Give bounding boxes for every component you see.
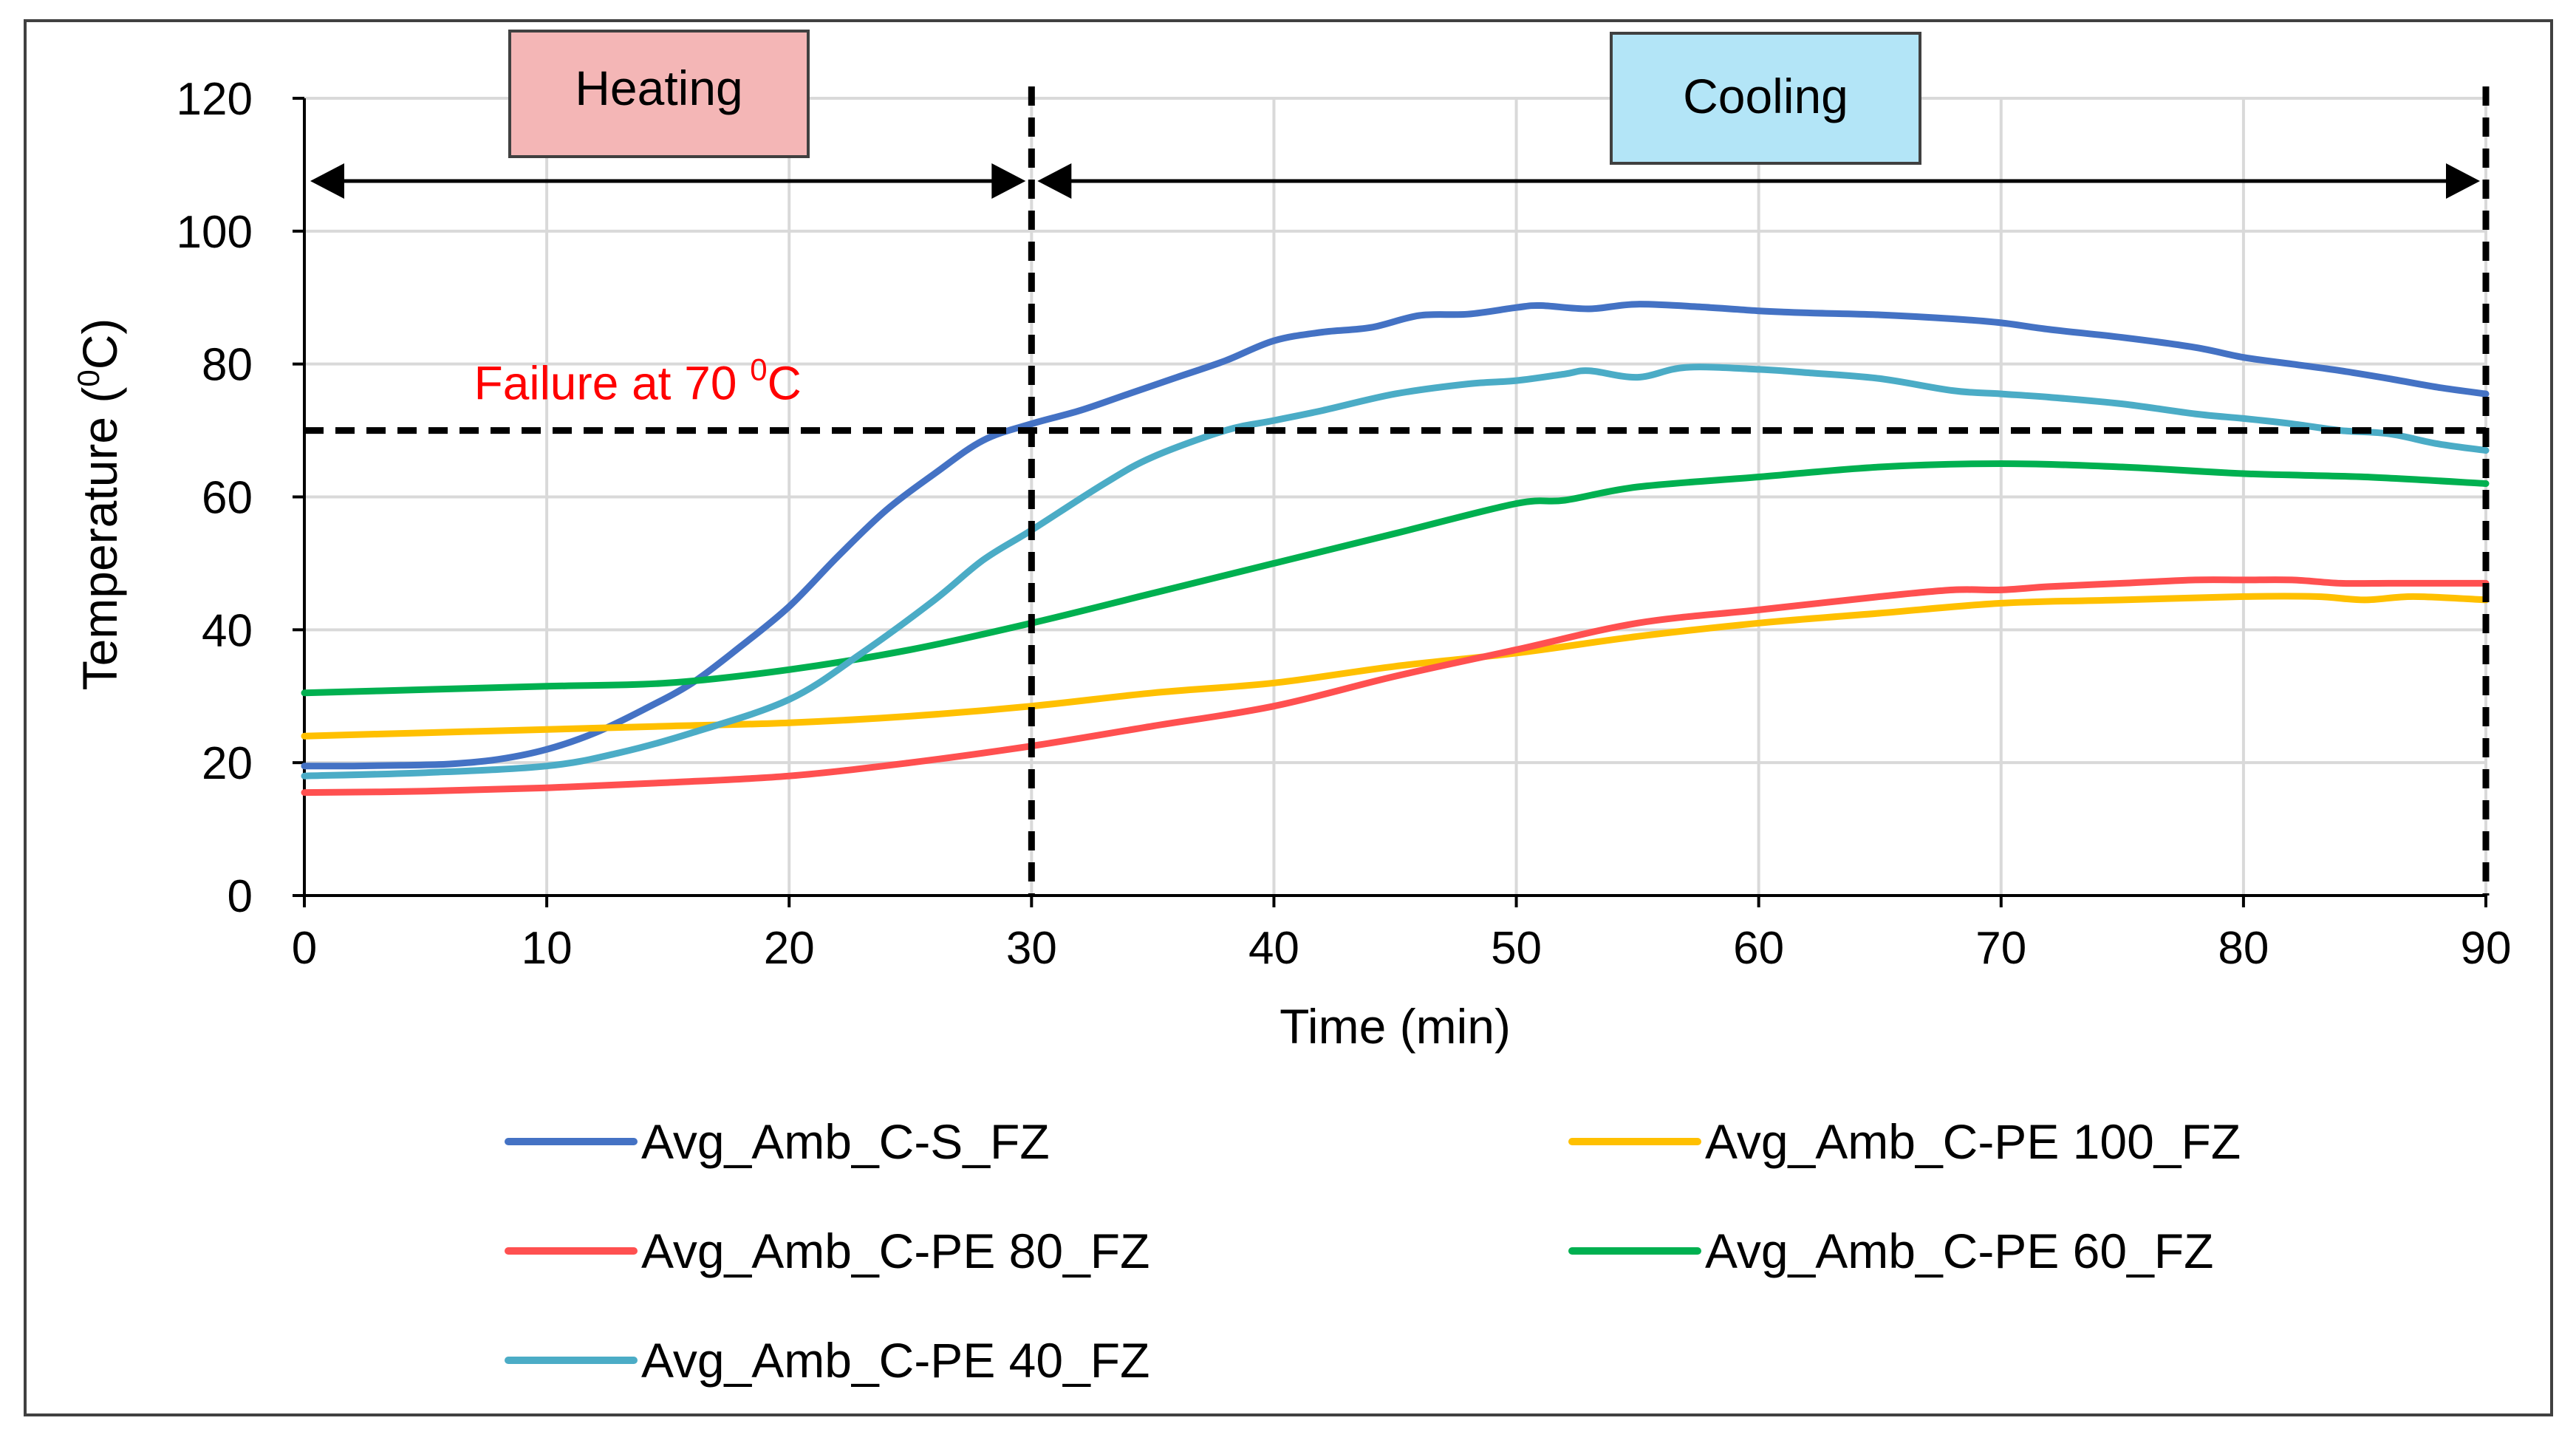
- y-axis-title-superscript: 0: [71, 369, 106, 386]
- reference-lines: Failure at 70 0C: [304, 86, 2490, 896]
- y-tick-label-60: 60: [202, 473, 253, 524]
- phase-label-1: Cooling: [1683, 69, 1848, 123]
- y-tick-label-0: 0: [228, 871, 253, 922]
- gridlines: [304, 97, 2487, 896]
- legend: Avg_Amb_C-S_FZ Avg_Amb_C-PE 100_FZ Avg_Amb…: [505, 1114, 2241, 1388]
- failure-annotation-superscript: 0: [750, 352, 767, 387]
- series-line-2: [301, 576, 2490, 797]
- series-line-4: [301, 364, 2490, 780]
- x-tick-label-30: 30: [1006, 923, 1057, 974]
- x-tick-label-80: 80: [2218, 923, 2269, 974]
- phase-box-1: [1610, 32, 1921, 165]
- phase-label-0: Heating: [575, 61, 743, 115]
- x-tick-label-0: 0: [292, 923, 317, 974]
- failure-annotation: Failure at 70 0C: [474, 352, 802, 410]
- axes: 0 20 40 60 80 100 120 0 10 20 30 40 50 60 70 80 90: [177, 74, 2512, 974]
- phase-annotations: Heating Cooling: [310, 30, 2480, 199]
- series-line-3: [301, 460, 2490, 697]
- y-tick-label-100: 100: [177, 207, 253, 258]
- phase-arrow-head-left-1: [1037, 163, 1072, 199]
- x-tick-label-60: 60: [1733, 923, 1784, 974]
- y-axis-title: Temperature (0C): [71, 318, 127, 691]
- x-tick-label-10: 10: [522, 923, 573, 974]
- phase-arrow-head-right-0: [991, 163, 1026, 199]
- x-tick-label-70: 70: [1975, 923, 2026, 974]
- x-tick-label-50: 50: [1491, 923, 1542, 974]
- y-axis-title-main: Temperature (: [72, 387, 127, 691]
- x-tick-label-40: 40: [1248, 923, 1299, 974]
- legend-label-2: Avg_Amb_C-PE 80_FZ: [641, 1224, 1149, 1278]
- y-axis-title-tail: C): [72, 318, 127, 370]
- failure-annotation-tail: C: [768, 357, 802, 410]
- failure-annotation-main: Failure at 70: [474, 357, 751, 410]
- legend-label-0: Avg_Amb_C-S_FZ: [641, 1114, 1050, 1169]
- legend-label-1: Avg_Amb_C-PE 100_FZ: [1705, 1114, 2241, 1169]
- y-tick-label-80: 80: [202, 340, 253, 391]
- x-axis-title: Time (min): [1280, 999, 1511, 1054]
- y-tick-label-120: 120: [177, 74, 253, 125]
- phase-arrow-head-left-0: [310, 163, 344, 199]
- series-line-0: [301, 301, 2490, 770]
- phase-arrow-head-right-1: [2446, 163, 2480, 199]
- legend-label-4: Avg_Amb_C-PE 40_FZ: [641, 1333, 1149, 1388]
- y-tick-label-20: 20: [202, 738, 253, 789]
- x-tick-label-20: 20: [764, 923, 815, 974]
- legend-label-3: Avg_Amb_C-PE 60_FZ: [1705, 1224, 2213, 1278]
- chart-border: [24, 19, 2553, 1416]
- y-tick-label-40: 40: [202, 605, 253, 656]
- series-lines: [301, 301, 2490, 797]
- x-tick-label-90: 90: [2461, 923, 2512, 974]
- phase-box-0: [508, 30, 810, 158]
